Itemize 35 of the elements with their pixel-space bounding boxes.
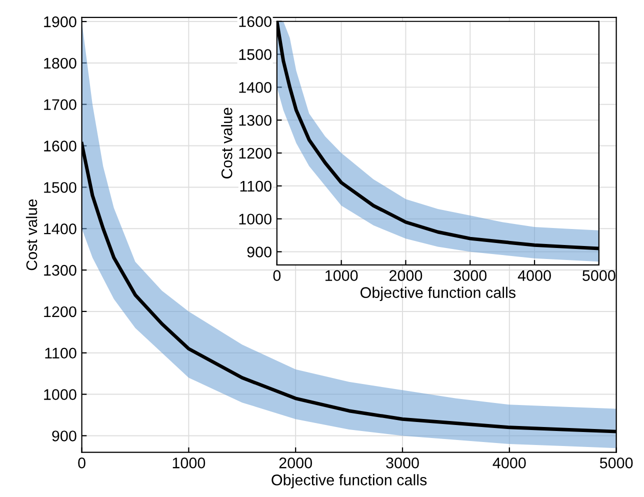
y-tick-label: 1400 [44, 223, 76, 234]
y-tick-label: 1100 [240, 180, 272, 192]
y-tick-label: 1500 [44, 182, 76, 193]
y-tick-label: 1500 [239, 49, 272, 60]
x-tick-label: 5000 [600, 458, 633, 468]
y-tick-label: 1900 [44, 16, 76, 28]
x-axis-title: Objective function calls [272, 474, 427, 488]
y-tick-label: 1200 [239, 148, 272, 159]
x-tick-label: 2000 [389, 270, 422, 281]
y-tick-label: 1000 [239, 214, 272, 225]
y-axis-title: Cost value [221, 108, 232, 178]
x-tick-label: 5000 [582, 270, 616, 281]
y-tick-label: 1600 [239, 16, 272, 28]
x-tick-label: 1000 [172, 458, 206, 468]
x-tick-label: 4000 [518, 270, 551, 281]
y-tick-label: 900 [52, 430, 76, 442]
x-tick-label: 4000 [492, 458, 526, 468]
y-tick-label: 1600 [44, 140, 76, 152]
y-tick-label: 1800 [44, 58, 76, 69]
y-tick-label: 1300 [239, 114, 272, 126]
y-tick-label: 1100 [45, 348, 76, 359]
x-tick-label: 3000 [386, 458, 419, 468]
x-tick-label: 0 [273, 270, 281, 281]
x-tick-label: 0 [78, 458, 86, 468]
y-axis-title: Cost value [26, 199, 38, 270]
x-tick-label: 1000 [325, 270, 358, 281]
x-tick-label: 3000 [454, 270, 487, 281]
x-axis-title: Objective function calls [360, 286, 516, 302]
y-tick-label: 1400 [239, 82, 272, 93]
y-tick-label: 1700 [44, 99, 76, 110]
y-tick-label: 900 [247, 246, 272, 258]
y-tick-label: 1300 [44, 264, 76, 276]
y-tick-label: 1200 [44, 306, 76, 318]
y-tick-label: 1000 [44, 389, 76, 400]
x-tick-label: 2000 [279, 458, 312, 468]
